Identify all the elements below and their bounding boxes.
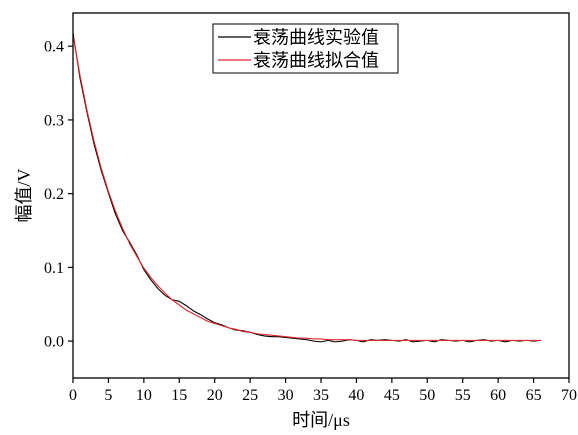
legend-label: 衰荡曲线实验值 [253, 28, 379, 48]
legend-item-experimental: 衰荡曲线实验值 [218, 28, 379, 48]
legend-box [212, 23, 399, 74]
x-tick-label: 60 [490, 387, 506, 404]
legend-item-fitted: 衰荡曲线拟合值 [218, 51, 379, 71]
x-tick-label: 55 [455, 387, 471, 404]
legend-label: 衰荡曲线拟合值 [253, 51, 379, 71]
x-tick-label: 65 [526, 387, 542, 404]
x-tick-label: 45 [384, 387, 400, 404]
x-tick-label: 35 [313, 387, 329, 404]
x-tick-label: 0 [69, 387, 77, 404]
y-tick-label: 0.1 [44, 260, 64, 277]
x-tick-label: 15 [171, 387, 187, 404]
y-axis: 0.0 0.1 0.2 0.3 0.4 [44, 39, 73, 351]
x-tick-label: 30 [278, 387, 294, 404]
x-tick-label: 5 [104, 387, 112, 404]
y-tick-label: 0.0 [44, 334, 64, 351]
y-axis-label: 幅值/V [14, 168, 34, 222]
x-tick-label: 20 [207, 387, 223, 404]
y-tick-label: 0.2 [44, 186, 64, 203]
y-tick-label: 0.4 [44, 39, 64, 56]
x-tick-label: 10 [136, 387, 152, 404]
series-line-fitted [73, 34, 542, 341]
y-tick-label: 0.3 [44, 112, 64, 129]
x-axis-label: 时间/μs [292, 410, 350, 430]
x-tick-label: 25 [242, 387, 258, 404]
x-tick-label: 50 [419, 387, 435, 404]
x-tick-label: 40 [348, 387, 364, 404]
x-tick-label: 70 [561, 387, 577, 404]
x-axis: 0 5 10 15 20 25 30 35 40 45 50 55 60 65 70 [69, 378, 577, 404]
series-layer [73, 32, 542, 343]
